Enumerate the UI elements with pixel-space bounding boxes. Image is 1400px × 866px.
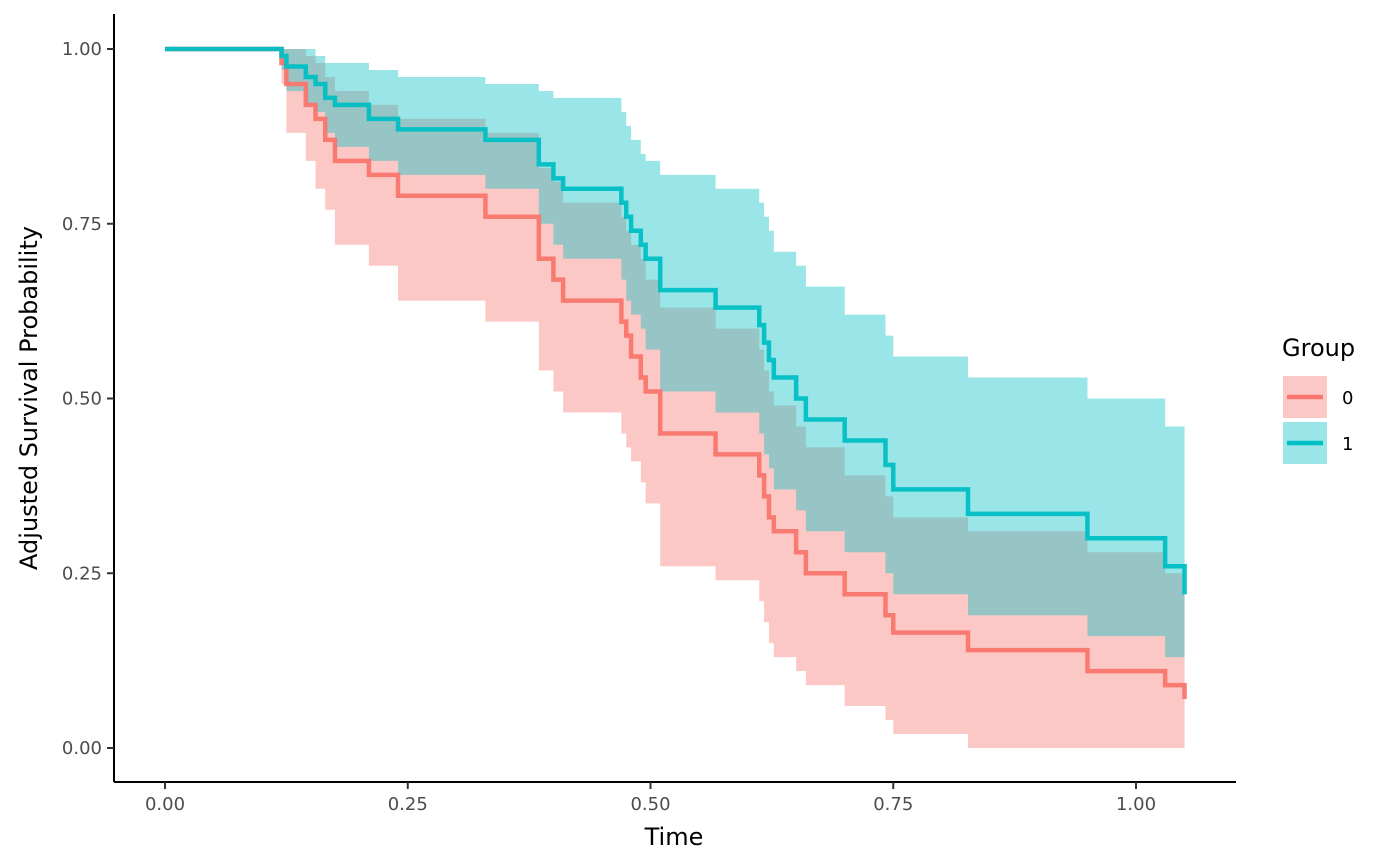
- x-tick-label: 0.25: [388, 794, 428, 815]
- x-tick-label: 1.00: [1116, 794, 1156, 815]
- x-axis-title: Time: [644, 823, 704, 851]
- survival-curve-group-0: [165, 46, 1187, 700]
- y-axis-ticks: 0.00 0.25 0.50 0.75 1.00: [62, 39, 114, 759]
- confidence-bands: [165, 49, 1185, 748]
- y-axis-title: Adjusted Survival Probability: [15, 226, 43, 570]
- y-tick-label: 0.25: [62, 563, 102, 584]
- survival-curves: [165, 46, 1187, 700]
- x-tick-label: 0.00: [145, 794, 185, 815]
- x-tick-label: 0.50: [630, 794, 670, 815]
- survival-curve-group-1: [165, 46, 1187, 595]
- x-tick-label: 0.75: [873, 794, 913, 815]
- y-tick-label: 0.50: [62, 389, 102, 410]
- confidence-band-group-0: [165, 49, 1185, 748]
- y-tick-label: 1.00: [62, 39, 102, 60]
- confidence-band-group-1: [165, 49, 1185, 679]
- y-tick-label: 0.00: [62, 738, 102, 759]
- legend-label-0: 0: [1342, 388, 1353, 409]
- legend-label-1: 1: [1342, 434, 1353, 455]
- legend: Group 0 1: [1282, 334, 1355, 464]
- x-axis-ticks: 0.00 0.25 0.50 0.75 1.00: [145, 782, 1156, 815]
- legend-title: Group: [1282, 334, 1355, 362]
- y-tick-label: 0.75: [62, 214, 102, 235]
